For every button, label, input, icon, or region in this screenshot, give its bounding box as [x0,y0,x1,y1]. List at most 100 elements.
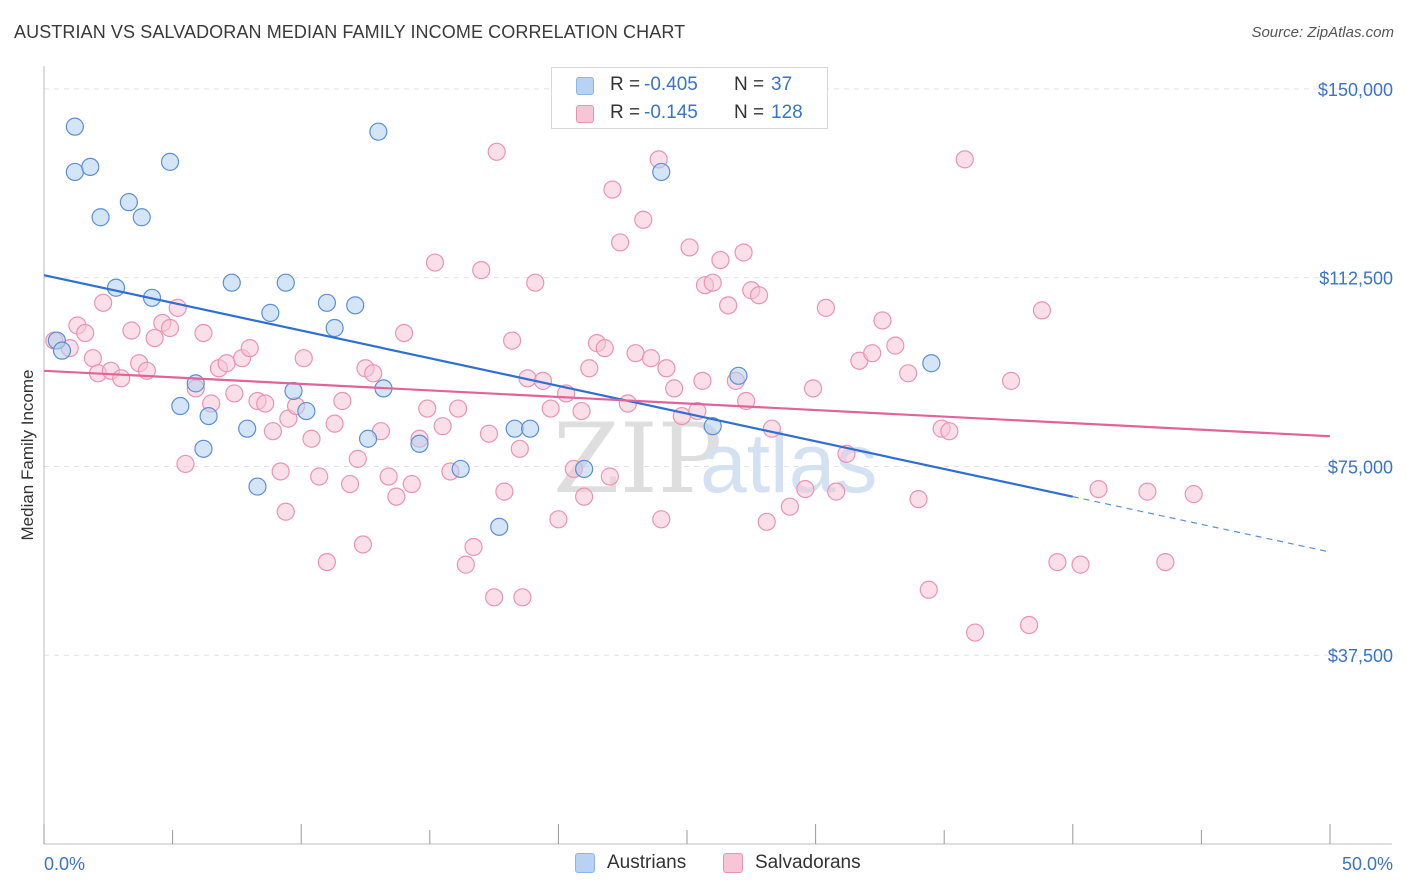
x-tick-labels: 0.0% 50.0% [44,854,1393,874]
austrians-point [505,419,524,438]
austrians-point [369,122,388,141]
salvadorans-point [310,467,329,486]
series-legend: Austrians Salvadorans [0,852,1406,876]
salvadorans-point [816,298,835,317]
salvadorans-point [513,588,532,607]
salvadorans-point [595,339,614,358]
legend-r-value: -0.145 [644,102,698,123]
salvadorans-point [796,479,815,499]
salvadorans-point [1032,301,1052,320]
austrians-point [410,434,429,453]
austrians-point [81,157,100,177]
legend-n-value: 128 [771,102,803,123]
legend-n-value: 37 [771,74,793,95]
salvadorans-point [353,535,373,554]
salvadorans-point [122,321,141,340]
austrians-point [65,117,84,136]
salvadorans-point [863,344,882,363]
salvadorans-point [899,364,918,383]
trend-lines [43,274,1331,553]
legend-n-label: N = [734,74,765,95]
salvadorans-point [433,417,452,436]
austrians-point [91,208,110,227]
austrians-point [575,459,594,479]
salvadorans-point [711,250,730,270]
legend-r-label: R = [610,74,641,95]
chart-source: Source: ZipAtlas.com [1251,24,1394,41]
salvadorans-point [94,293,113,312]
salvadorans-point [160,318,180,338]
salvadorans-point [112,369,131,388]
legend-swatch-salvadorans [576,105,594,123]
salvadorans-point [600,467,619,486]
salvadorans-point [749,286,769,305]
salvadorans-point [263,422,283,441]
salvadorans-point [379,467,398,486]
salvadorans-point [348,449,367,468]
austrians-point [451,459,470,479]
austrians-point [199,406,218,426]
salvadorans-point [965,623,985,642]
y-tick-label: $75,000 [1328,457,1393,477]
salvadorans-point [325,414,344,433]
salvadorans-point [626,344,645,363]
austrians-point [65,162,84,182]
legend-label-salvadorans: Salvadorans [755,852,861,873]
salvadorans-point [549,510,568,529]
legend-r-value: -0.405 [644,74,698,95]
salvadorans-point [240,339,259,358]
austrians-point [297,401,316,421]
salvadorans-point [873,311,892,330]
salvadorans-point [618,394,637,413]
salvadorans-point [955,150,974,169]
salvadorans-point [145,328,164,348]
legend-n-label: N = [734,102,765,123]
austrians-point [521,419,540,438]
austrians-point [358,429,378,448]
austrians-point [703,417,722,436]
austrians-point [490,517,509,536]
salvadorans-point [76,323,95,343]
salvadorans-point [425,253,445,272]
y-tick-label: $37,500 [1328,646,1393,666]
salvadorans-point [652,510,671,529]
austrians-point [160,152,180,171]
grid-lines [44,88,1392,656]
salvadorans-point [1156,552,1175,572]
chart-title: AUSTRIAN VS SALVADORAN MEDIAN FAMILY INC… [14,22,686,42]
salvadorans-point [276,502,295,521]
austrians-point [194,439,213,458]
salvadorans-point [757,512,776,531]
y-tick-labels: $37,500 $75,000 $112,500 $150,000 [1318,80,1393,666]
x-tick-label: 50.0% [1342,854,1393,874]
salvadorans-point [1019,615,1039,635]
salvadorans-point [762,419,781,438]
austrians-point [248,477,267,496]
salvadorans-point [1071,555,1090,574]
salvadorans-point [176,454,195,474]
salvadorans-point [780,497,799,516]
salvadorans-point [194,323,213,343]
austrians-point [276,273,295,292]
salvadorans-point [919,580,938,599]
salvadorans-point [83,349,102,368]
salvadorans-point [225,384,244,403]
salvadorans-point [487,142,506,161]
austrians-point [317,293,337,312]
austrians-point [106,278,126,297]
salvadorans-point [448,399,468,418]
salvadorans-point [1138,482,1157,501]
salvadorans-point [387,487,406,506]
austrians-point [119,193,138,212]
salvadorans-point [603,180,622,199]
salvadorans-point [1048,552,1067,572]
salvadorans-point [634,210,653,229]
austrians-point [132,208,151,227]
y-axis-label: Median Family Income [18,369,37,540]
salvadorans-point [1089,479,1108,499]
salvadorans-point [217,354,236,373]
salvadorans-point [464,537,483,557]
salvadorans-point [503,331,522,350]
legend-swatch-austrians [575,853,595,873]
austrians-point [325,318,344,338]
